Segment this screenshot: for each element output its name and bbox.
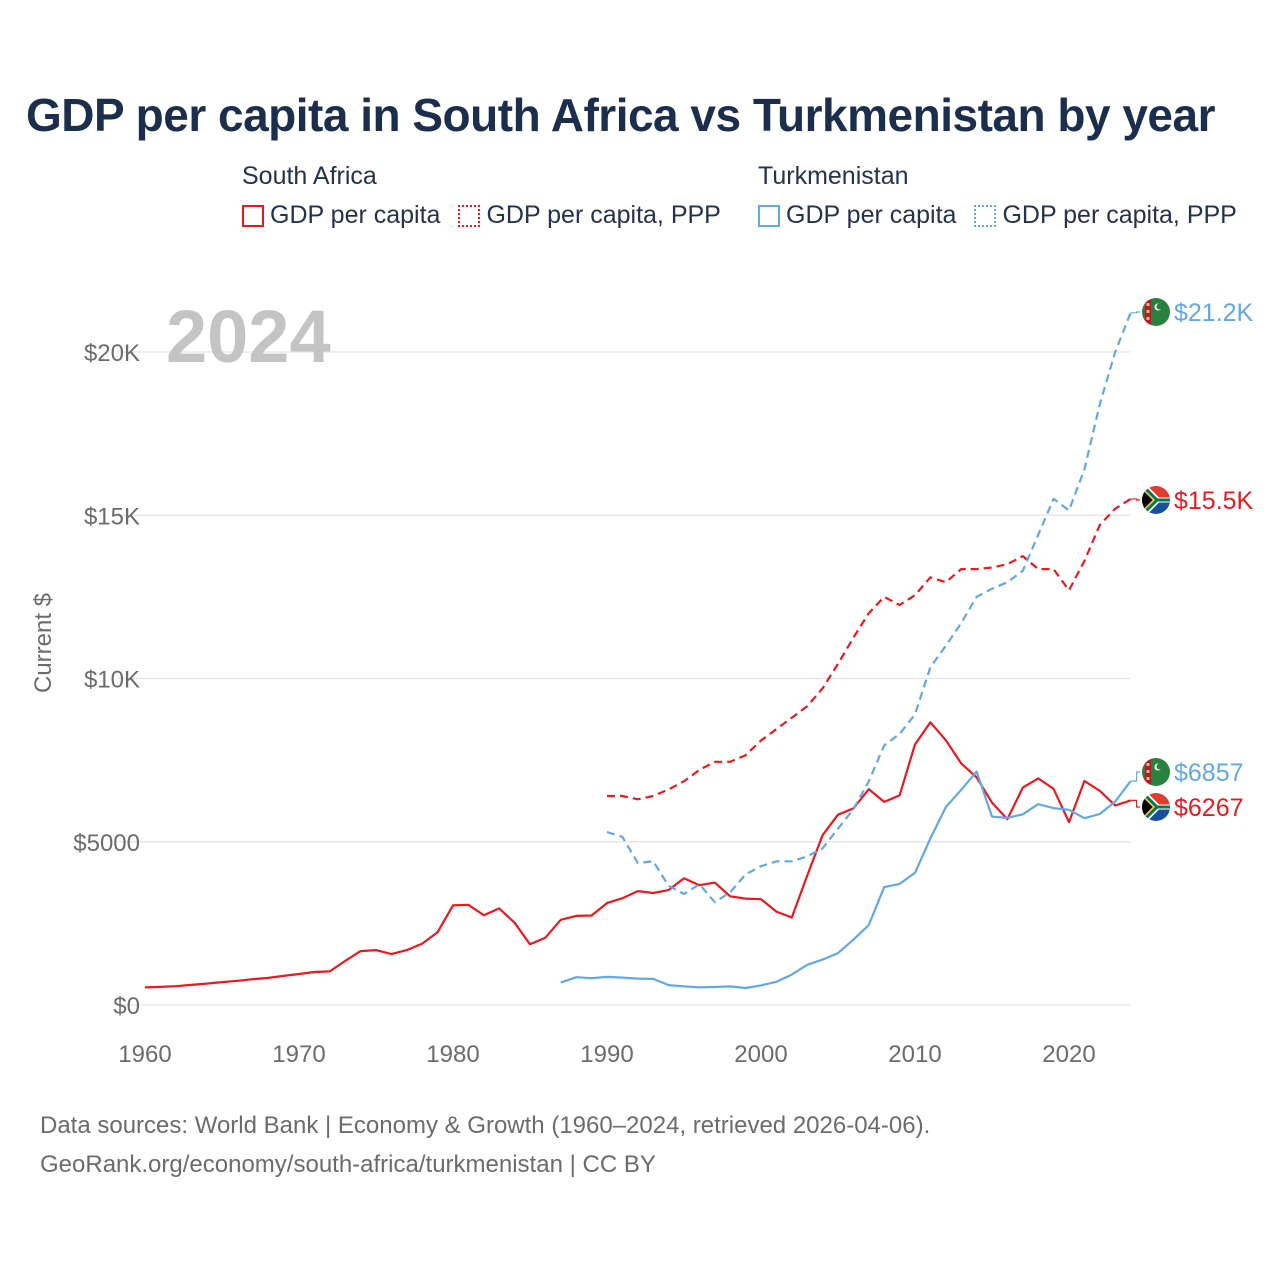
x-tick-label: 1980: [426, 1041, 479, 1068]
y-tick-label: $0: [113, 993, 140, 1020]
y-tick-label: $10K: [84, 667, 140, 694]
series-layer: [144, 312, 1132, 990]
x-tick-label: 2000: [734, 1041, 787, 1068]
end-label-connector: [1130, 311, 1140, 314]
y-tick-label: $15K: [84, 503, 140, 530]
legend-swatch-dotted-red: [458, 204, 481, 227]
legend-swatch-solid-red: [242, 204, 264, 227]
line-chart: 2024 Current $ $0 $5000 $10K $15K $20K 1960 19…: [30, 295, 1254, 1068]
series-end-label: $15.5K: [1174, 487, 1254, 515]
series-end-label: $6857: [1174, 759, 1244, 787]
series-line-2: [560, 770, 1132, 990]
legend-item-tm-gdp-ppp[interactable]: GDP per capita, PPP: [974, 201, 1237, 230]
year-watermark: 2024: [166, 295, 331, 378]
x-tick-label: 2010: [888, 1041, 941, 1068]
legend-group-turkmenistan: Turkmenistan GDP per capita GDP per capi…: [758, 162, 1237, 230]
x-tick-label: 1970: [272, 1041, 325, 1068]
legend-item-label: GDP per capita: [270, 201, 441, 229]
series-line-0: [144, 721, 1131, 989]
legend-country-label: South Africa: [242, 162, 377, 190]
legend-swatch-dotted-blue: [974, 204, 997, 227]
legend-item-sa-gdp[interactable]: GDP per capita: [242, 201, 440, 230]
axis-layer: $0 $5000 $10K $15K $20K 1960 1970 1980 1990 2000 2…: [73, 340, 1095, 1068]
y-tick-label: $20K: [84, 340, 140, 367]
legend-item-tm-gdp[interactable]: GDP per capita: [758, 201, 956, 230]
legend-swatch-solid-blue: [758, 204, 780, 227]
end-label-connector: [1130, 498, 1140, 501]
series-line-3: [606, 312, 1132, 904]
y-tick-label: $5000: [73, 830, 140, 857]
end-label-connector: [1130, 799, 1140, 808]
south-africa-flag-icon: [1142, 486, 1170, 514]
footer-link[interactable]: GeoRank.org/economy/south-africa/turkmen…: [40, 1151, 656, 1178]
legend-country-label: Turkmenistan: [758, 162, 909, 190]
footer-sources: Data sources: World Bank | Economy & Gro…: [40, 1112, 931, 1139]
turkmenistan-flag-icon: [1142, 298, 1170, 326]
x-tick-label: 2020: [1042, 1041, 1095, 1068]
end-label-layer: $6267 $15.5K $6857 $21.2K: [1130, 299, 1254, 822]
chart-title: GDP per capita in South Africa vs Turkme…: [26, 89, 1215, 141]
y-axis-label: Current $: [30, 593, 57, 693]
series-end-label: $21.2K: [1174, 299, 1254, 327]
turkmenistan-flag-icon: [1142, 758, 1170, 786]
legend-item-label: GDP per capita: [786, 201, 957, 229]
series-line-1: [607, 497, 1132, 801]
x-tick-label: 1990: [580, 1041, 633, 1068]
legend-item-label: GDP per capita, PPP: [1002, 201, 1237, 229]
legend-item-sa-gdp-ppp[interactable]: GDP per capita, PPP: [458, 201, 721, 230]
end-label-connector: [1130, 771, 1140, 782]
legend-group-south-africa: South Africa GDP per capita GDP per capi…: [242, 162, 721, 230]
grid-layer: [118, 351, 1130, 1006]
legend-item-label: GDP per capita, PPP: [486, 201, 721, 229]
footer: Data sources: World Bank | Economy & Gro…: [40, 1106, 930, 1184]
x-tick-label: 1960: [118, 1041, 171, 1068]
series-end-label: $6267: [1174, 794, 1244, 822]
south-africa-flag-icon: [1142, 793, 1170, 821]
